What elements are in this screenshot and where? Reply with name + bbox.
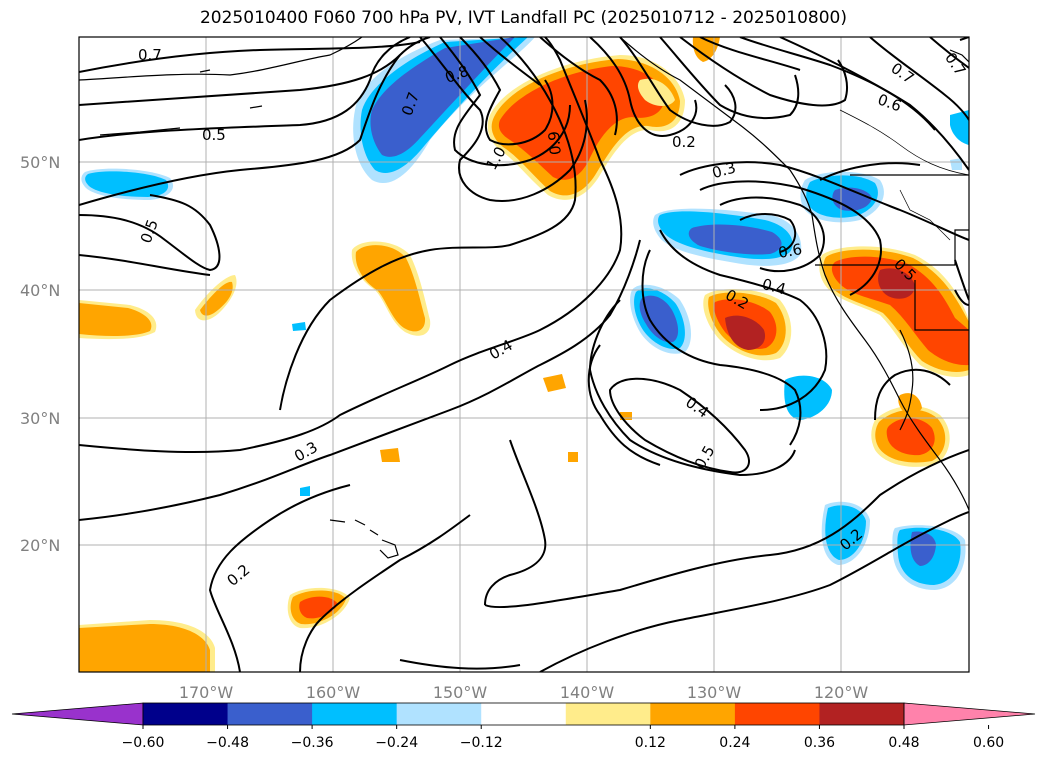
colorbar-tick-label: −0.48 xyxy=(206,735,249,751)
latitude-labels: 50°N 40°N 30°N 20°N xyxy=(20,153,60,555)
colorbar-tick-label: −0.60 xyxy=(122,735,165,751)
colorbar-extend-low xyxy=(11,702,144,726)
colorbar-swatch xyxy=(734,703,820,725)
contour-label: 0.9 xyxy=(545,130,565,155)
lat-label: 50°N xyxy=(20,153,60,172)
colorbar-swatch xyxy=(227,703,313,725)
positive-anomaly-shading xyxy=(79,37,969,672)
contour-label: 0.4 xyxy=(760,275,788,299)
colorbar-tick-label: −0.36 xyxy=(291,735,334,751)
lon-label: 170°W xyxy=(179,683,234,702)
contour-label: 0.2 xyxy=(672,133,696,151)
colorbar-tick-label: 0.24 xyxy=(719,735,750,751)
colorbar-tick-label: −0.24 xyxy=(375,735,418,751)
colorbar: −0.60 −0.48 −0.36 −0.24 −0.12 0.12 0.24 0.36 0.4… xyxy=(11,702,1036,751)
graticule xyxy=(79,37,969,672)
map-title: 2025010400 F060 700 hPa PV, IVT Landfall… xyxy=(199,8,847,28)
contour-lines xyxy=(79,37,969,672)
lon-label: 130°W xyxy=(687,683,742,702)
map-content xyxy=(79,37,969,672)
lon-label: 160°W xyxy=(306,683,361,702)
colorbar-swatch xyxy=(143,703,229,725)
colorbar-extend-high xyxy=(903,702,1036,726)
colorbar-tick-label: 0.48 xyxy=(888,735,919,751)
lon-label: 150°W xyxy=(433,683,488,702)
map-border xyxy=(78,36,970,673)
colorbar-swatch xyxy=(312,703,398,725)
colorbar-swatch xyxy=(481,703,567,725)
lon-label: 140°W xyxy=(560,683,615,702)
colorbar-swatch xyxy=(396,703,482,725)
contour-label: 0.3 xyxy=(710,158,738,182)
colorbar-swatch xyxy=(650,703,736,725)
contour-label: 0.5 xyxy=(202,126,226,144)
colorbar-tick-label: 0.36 xyxy=(804,735,835,751)
lat-label: 30°N xyxy=(20,409,60,428)
lat-label: 40°N xyxy=(20,281,60,300)
political-borders xyxy=(839,109,969,241)
colorbar-swatch xyxy=(565,703,651,725)
colorbar-tick-label: −0.12 xyxy=(460,735,503,751)
colorbar-swatch xyxy=(819,703,905,725)
lon-label: 120°W xyxy=(814,683,869,702)
contour-label: 0.7 xyxy=(138,46,162,64)
lat-label: 20°N xyxy=(20,536,60,555)
colorbar-tick-label: 0.12 xyxy=(635,735,666,751)
colorbar-tick-label: 0.60 xyxy=(973,735,1004,751)
longitude-labels: 170°W 160°W 150°W 140°W 130°W 120°W xyxy=(179,683,869,702)
contour-label: 0.6 xyxy=(777,240,804,262)
colorbar-frame xyxy=(142,702,905,726)
